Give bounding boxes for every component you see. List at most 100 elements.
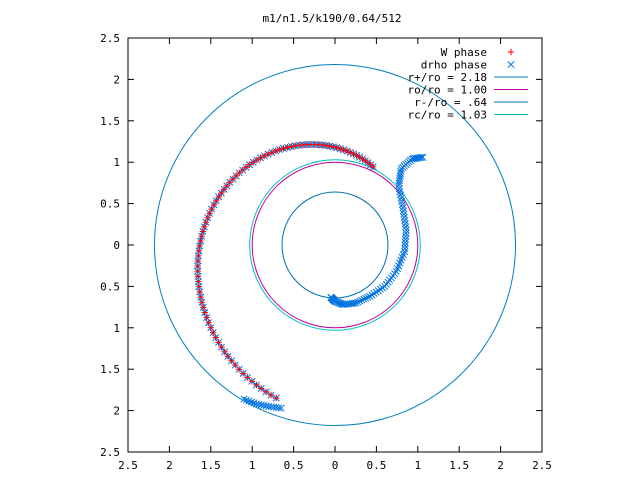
w-phase-point xyxy=(232,172,240,180)
w-phase-point xyxy=(202,219,210,226)
w-phase-point xyxy=(347,149,354,156)
drho-phase-point xyxy=(402,232,410,240)
w-phase-point xyxy=(340,146,347,154)
w-phase-point xyxy=(195,283,203,290)
w-phase-point xyxy=(284,144,291,151)
w-phase-point xyxy=(261,152,268,160)
w-phase-point xyxy=(246,161,253,168)
legend-label: rc/ro = 1.03 xyxy=(408,109,487,122)
w-phase-point xyxy=(268,149,276,156)
x-tick-label: 0.5 xyxy=(284,459,304,472)
w-phase-point xyxy=(249,159,257,166)
w-phase-point xyxy=(229,175,237,183)
drho-phase-point xyxy=(401,235,410,243)
w-phase-point xyxy=(288,143,295,150)
w-phase-point xyxy=(206,210,213,217)
x-tick-label: 1.5 xyxy=(449,459,469,472)
drho-phase-point xyxy=(250,399,258,407)
y-tick-label: 1.5 xyxy=(100,115,120,128)
drho-phase-point xyxy=(372,288,380,296)
drho-phase-point xyxy=(374,287,382,295)
drho-phase-point xyxy=(360,295,368,303)
drho-phase-point xyxy=(376,285,384,293)
y-tick-label: 1 xyxy=(113,322,120,335)
y-tick-label: 2.5 xyxy=(100,446,120,459)
reference-circle xyxy=(249,159,421,331)
w-phase-point xyxy=(197,237,204,245)
w-phase-point xyxy=(236,169,243,177)
w-phase-point xyxy=(226,179,234,186)
w-phase-point xyxy=(264,150,272,158)
reference-circle xyxy=(153,63,517,427)
y-tick-label: 0 xyxy=(113,239,120,252)
w-phase-point xyxy=(209,329,217,336)
w-phase-point xyxy=(208,205,215,213)
x-tick-label: 2.5 xyxy=(532,459,552,472)
w-phase-point xyxy=(262,388,270,396)
chart-title: m1/n1.5/k190/0.64/512 xyxy=(262,12,401,25)
w-phase-point xyxy=(196,288,203,296)
drho-phase-point xyxy=(416,154,424,162)
w-phase-point xyxy=(276,146,283,153)
w-phase-point xyxy=(215,339,222,346)
y-tick-label: 2.5 xyxy=(100,32,120,45)
w-phase-point xyxy=(218,343,225,351)
w-phase-point xyxy=(296,142,303,149)
drho-phase-point xyxy=(352,299,360,307)
w-phase-point xyxy=(232,361,239,369)
drho-phase-point xyxy=(507,60,515,69)
w-phase-point xyxy=(350,150,357,158)
w-phase-point xyxy=(272,147,279,155)
x-tick-label: 1 xyxy=(414,459,421,472)
w-phase-point xyxy=(228,357,235,364)
x-tick-label: 0.5 xyxy=(366,459,386,472)
y-tick-label: 1 xyxy=(113,156,120,169)
drho-phase-point xyxy=(358,296,366,304)
w-phase-point xyxy=(257,385,265,392)
legend-label: r+/ro = 2.18 xyxy=(408,71,487,84)
w-phase-point xyxy=(343,147,351,155)
drho-phase-point xyxy=(354,298,362,306)
y-tick-label: 2 xyxy=(113,405,120,418)
w-phase-point xyxy=(257,154,264,162)
w-phase-point xyxy=(204,214,211,221)
drho-phase-point xyxy=(277,404,285,412)
w-phase-point xyxy=(267,391,275,399)
w-phase-point xyxy=(218,189,225,197)
drho-phase-point xyxy=(356,297,364,305)
legend-label: drho phase xyxy=(421,59,487,72)
w-phase-point xyxy=(212,334,219,341)
y-tick-label: 0.5 xyxy=(100,198,120,211)
legend-label: r-/ro = .64 xyxy=(414,96,487,109)
w-phase-point xyxy=(326,142,333,150)
drho-phase-point xyxy=(247,398,255,406)
drho-phase-point xyxy=(370,289,378,298)
w-phase-point xyxy=(205,319,212,326)
drho-phase-point xyxy=(402,229,410,237)
w-phase-point xyxy=(198,299,206,306)
drho-phase-point xyxy=(401,241,409,250)
drho-phase-point xyxy=(401,244,409,253)
w-phase-point xyxy=(353,152,360,159)
drho-phase-point xyxy=(401,238,409,246)
drho-phase-point xyxy=(364,293,372,301)
legend-label: W phase xyxy=(441,46,487,59)
w-phase-point xyxy=(248,378,256,385)
drho-phase-point xyxy=(417,153,425,162)
reference-circle xyxy=(281,191,389,299)
y-tick-label: 2 xyxy=(113,73,120,86)
drho-phase-point xyxy=(245,397,253,405)
x-tick-label: 2.5 xyxy=(118,459,138,472)
w-phase-point xyxy=(200,304,207,311)
w-phase-point xyxy=(224,353,232,360)
w-phase-point xyxy=(207,324,214,331)
w-phase-point xyxy=(195,247,203,255)
reference-circle xyxy=(251,161,419,329)
w-phase-point xyxy=(273,394,280,402)
x-tick-label: 1.5 xyxy=(201,459,221,472)
x-tick-label: 2 xyxy=(166,459,173,472)
w-phase-point xyxy=(221,348,228,355)
w-phase-point xyxy=(195,278,202,285)
w-phase-point xyxy=(235,366,243,373)
